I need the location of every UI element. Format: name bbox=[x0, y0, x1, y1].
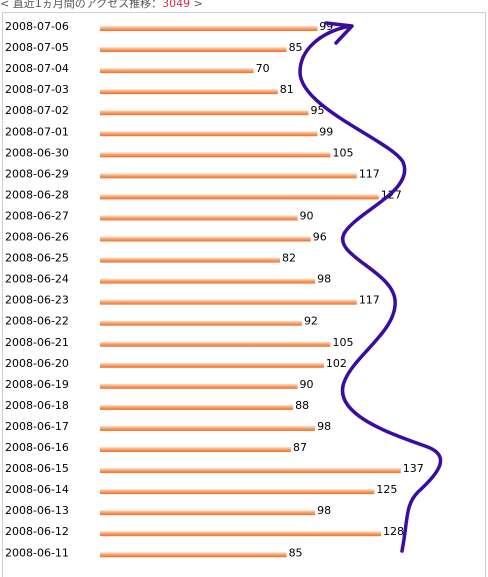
bar bbox=[100, 47, 287, 53]
value-label: 85 bbox=[289, 546, 303, 559]
arrow-head bbox=[324, 21, 354, 45]
date-label: 2008-06-24 bbox=[5, 273, 69, 286]
bar bbox=[100, 299, 357, 305]
bar bbox=[100, 510, 316, 516]
arrow-path bbox=[298, 24, 443, 553]
date-label: 2008-06-13 bbox=[5, 504, 69, 517]
bar bbox=[100, 320, 302, 326]
value-label: 98 bbox=[317, 504, 331, 517]
value-label: 125 bbox=[376, 483, 397, 496]
bar bbox=[100, 236, 311, 242]
value-label: 137 bbox=[403, 462, 424, 475]
bar bbox=[100, 194, 379, 200]
bar bbox=[100, 552, 287, 558]
bar bbox=[100, 278, 316, 284]
value-label: 105 bbox=[332, 146, 353, 159]
bar bbox=[100, 89, 278, 95]
bar bbox=[100, 215, 298, 221]
bar bbox=[100, 383, 298, 389]
value-label: 96 bbox=[313, 231, 327, 244]
date-label: 2008-06-19 bbox=[5, 378, 69, 391]
heading-suffix: > bbox=[190, 0, 203, 10]
value-label: 98 bbox=[317, 420, 331, 433]
value-label: 95 bbox=[311, 104, 325, 117]
value-label: 90 bbox=[300, 209, 314, 222]
date-label: 2008-07-04 bbox=[5, 62, 69, 75]
date-label: 2008-06-22 bbox=[5, 315, 69, 328]
value-label: 88 bbox=[295, 399, 309, 412]
value-label: 81 bbox=[280, 83, 294, 96]
bar bbox=[100, 404, 294, 410]
date-label: 2008-06-14 bbox=[5, 483, 69, 496]
date-label: 2008-07-03 bbox=[5, 83, 69, 96]
bar bbox=[100, 425, 316, 431]
bar bbox=[100, 26, 318, 31]
date-label: 2008-06-21 bbox=[5, 336, 69, 349]
bar bbox=[100, 257, 280, 263]
value-label: 102 bbox=[326, 357, 347, 370]
value-label: 82 bbox=[282, 252, 296, 265]
bar bbox=[100, 341, 331, 347]
bar bbox=[100, 468, 401, 474]
bar bbox=[100, 531, 381, 537]
heading-prefix: < 直近1ヵ月間のアクセス推移： bbox=[0, 0, 163, 10]
date-label: 2008-06-25 bbox=[5, 252, 69, 265]
bar bbox=[100, 110, 309, 116]
value-label: 92 bbox=[304, 315, 318, 328]
date-label: 2008-07-01 bbox=[5, 125, 69, 138]
value-label: 85 bbox=[289, 41, 303, 54]
bar bbox=[100, 447, 291, 452]
value-label: 87 bbox=[293, 441, 307, 454]
date-label: 2008-06-27 bbox=[5, 209, 69, 222]
value-label: 105 bbox=[332, 336, 353, 349]
value-label: 117 bbox=[359, 167, 380, 180]
date-label: 2008-06-12 bbox=[5, 525, 69, 538]
date-label: 2008-07-06 bbox=[5, 20, 69, 33]
bar bbox=[100, 131, 318, 137]
bar bbox=[100, 362, 324, 368]
date-label: 2008-06-18 bbox=[5, 399, 69, 412]
value-label: 128 bbox=[383, 525, 404, 538]
bar bbox=[100, 68, 254, 74]
date-label: 2008-07-05 bbox=[5, 41, 69, 54]
value-label: 99 bbox=[319, 125, 333, 138]
chart-heading: < 直近1ヵ月間のアクセス推移：3049 > bbox=[0, 0, 203, 11]
bar bbox=[100, 173, 357, 179]
bar bbox=[100, 489, 375, 495]
date-label: 2008-06-26 bbox=[5, 231, 69, 244]
date-label: 2008-06-30 bbox=[5, 146, 69, 159]
date-label: 2008-06-16 bbox=[5, 441, 69, 454]
date-label: 2008-06-15 bbox=[5, 462, 69, 475]
date-label: 2008-06-20 bbox=[5, 357, 69, 370]
bar bbox=[100, 152, 331, 158]
chart-frame bbox=[2, 12, 486, 577]
date-label: 2008-06-23 bbox=[5, 294, 69, 307]
value-label: 70 bbox=[256, 62, 270, 75]
total-count: 3049 bbox=[162, 0, 191, 10]
date-label: 2008-06-29 bbox=[5, 167, 69, 180]
value-label: 90 bbox=[300, 378, 314, 391]
value-label: 98 bbox=[317, 273, 331, 286]
date-label: 2008-07-02 bbox=[5, 104, 69, 117]
date-label: 2008-06-11 bbox=[5, 546, 69, 559]
date-label: 2008-06-17 bbox=[5, 420, 69, 433]
date-label: 2008-06-28 bbox=[5, 188, 69, 201]
hand-drawn-arrow bbox=[298, 21, 443, 553]
value-label: 117 bbox=[359, 294, 380, 307]
